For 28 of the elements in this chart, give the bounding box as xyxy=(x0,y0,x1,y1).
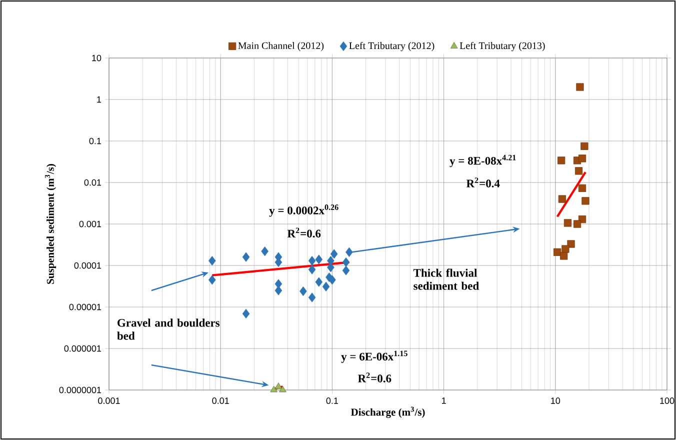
legend-label: Left Tributary (2012) xyxy=(349,42,434,52)
y-tick-label: 0.00001 xyxy=(69,304,102,310)
y-tick-label: 0.0000001 xyxy=(59,386,102,394)
legend-label: Left Tributary (2013) xyxy=(460,42,545,52)
x-tick-label: 0.001 xyxy=(98,398,120,404)
y-tick-label: 0.1 xyxy=(89,138,102,144)
annotation: y = 6E-06x$^{1.15}$ xyxy=(341,350,408,363)
x-tick-label: 10 xyxy=(551,398,560,404)
x-axis-title: Discharge (m$^{3}$/s) xyxy=(350,406,425,418)
y-tick-label: 0.000001 xyxy=(64,345,102,352)
x-tick-label: 100 xyxy=(660,398,674,404)
y-tick-label: 0.01 xyxy=(84,179,102,186)
y-tick-label: 0.001 xyxy=(79,220,102,228)
annotation: y = 8E-08x$^{4.21}$ xyxy=(450,154,516,168)
annotation: y = 0.0002x$^{0.26}$ xyxy=(269,204,338,217)
annotation: R$^{2}$=0.6 xyxy=(358,372,392,382)
annotation: Thick fluvial sediment bed xyxy=(413,268,479,290)
y-tick-label: 10 xyxy=(92,54,102,62)
y-tick-label: 0.0001 xyxy=(74,262,102,269)
x-tick-label: 1 xyxy=(442,398,446,404)
annotation: R$^{2}$=0.6 xyxy=(287,228,321,238)
x-tick-label: 0.01 xyxy=(212,398,229,404)
y-tick-label: 1 xyxy=(97,96,102,103)
annotation: R$^{2}$=0.4 xyxy=(466,178,500,188)
annotation: Gravel and boulders bed xyxy=(117,318,220,340)
x-tick-label: 0.1 xyxy=(326,398,338,404)
legend-label: Main Channel (2012) xyxy=(238,42,324,52)
y-axis-title: Suspended sediment (m$^{3}$/s) xyxy=(44,164,56,284)
